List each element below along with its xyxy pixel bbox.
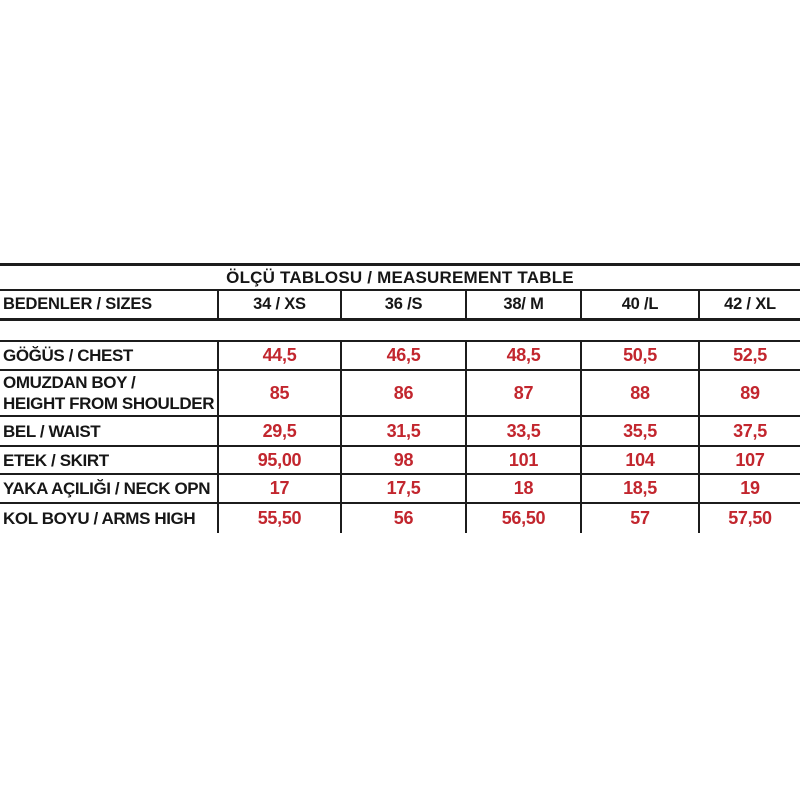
measurement-value: 29,5 [217, 417, 340, 445]
row-label: GÖĞÜS / CHEST [3, 346, 133, 365]
measurement-value: 37,5 [698, 417, 800, 445]
row-label: ETEK / SKIRT [3, 450, 109, 470]
table-title-row: ÖLÇÜ TABLOSU / MEASUREMENT TABLE [0, 266, 800, 291]
measurement-value: 50,5 [580, 342, 698, 369]
sizes-row-label: BEDENLER / SIZES [3, 295, 152, 313]
measurement-value: 57 [580, 504, 698, 533]
row-label: KOL BOYU / ARMS HIGH [3, 509, 196, 528]
row-label: YAKA AÇILIĞI / NECK OPN [3, 479, 211, 498]
measurement-value: 104 [580, 447, 698, 473]
size-column-header-xs: 34 / XS [217, 291, 340, 318]
measurement-value: 18 [465, 475, 580, 502]
measurement-value: 89 [698, 371, 800, 415]
measurement-value: 85 [217, 371, 340, 415]
table-title: ÖLÇÜ TABLOSU / MEASUREMENT TABLE [226, 267, 574, 287]
measurement-row-skirt: ETEK / SKIRT 95,00 98 101 104 107 [0, 447, 800, 475]
measurement-value: 86 [340, 371, 465, 415]
sizes-header-row: BEDENLER / SIZES 34 / XS 36 /S 38/ M 40 … [0, 291, 800, 318]
measurement-value: 17 [217, 475, 340, 502]
row-label-line2: HEIGHT FROM SHOULDER [3, 394, 215, 413]
measurement-row-waist: BEL / WAIST 29,5 31,5 33,5 35,5 37,5 [0, 417, 800, 447]
measurement-value: 33,5 [465, 417, 580, 445]
measurement-value: 98 [340, 447, 465, 473]
measurement-value: 95,00 [217, 447, 340, 473]
measurement-value: 18,5 [580, 475, 698, 502]
measurement-value: 52,5 [698, 342, 800, 369]
measurement-value: 19 [698, 475, 800, 502]
row-label: OMUZDAN BOY / [3, 373, 136, 392]
measurement-value: 88 [580, 371, 698, 415]
size-column-header-s: 36 /S [340, 291, 465, 318]
measurement-value: 107 [698, 447, 800, 473]
measurement-table-body: GÖĞÜS / CHEST 44,5 46,5 48,5 50,5 52,5 O… [0, 340, 800, 533]
size-column-header-l: 40 /L [580, 291, 698, 318]
measurement-value: 56 [340, 504, 465, 533]
measurement-row-neck-opening: YAKA AÇILIĞI / NECK OPN 17 17,5 18 18,5 … [0, 475, 800, 504]
measurement-table-header: ÖLÇÜ TABLOSU / MEASUREMENT TABLE BEDENLE… [0, 263, 800, 321]
size-column-header-xl: 42 / XL [698, 291, 800, 318]
measurement-value: 101 [465, 447, 580, 473]
measurement-value: 35,5 [580, 417, 698, 445]
measurement-row-height-from-shoulder: OMUZDAN BOY / HEIGHT FROM SHOULDER 85 86… [0, 371, 800, 417]
measurement-value: 44,5 [217, 342, 340, 369]
measurement-value: 46,5 [340, 342, 465, 369]
measurement-value: 57,50 [698, 504, 800, 533]
measurement-value: 31,5 [340, 417, 465, 445]
measurement-row-arm-length: KOL BOYU / ARMS HIGH 55,50 56 56,50 57 5… [0, 504, 800, 533]
measurement-value: 17,5 [340, 475, 465, 502]
measurement-value: 87 [465, 371, 580, 415]
measurement-value: 56,50 [465, 504, 580, 533]
measurement-value: 48,5 [465, 342, 580, 369]
measurement-row-chest: GÖĞÜS / CHEST 44,5 46,5 48,5 50,5 52,5 [0, 342, 800, 371]
row-label: BEL / WAIST [3, 421, 101, 441]
size-column-header-m: 38/ M [465, 291, 580, 318]
measurement-value: 55,50 [217, 504, 340, 533]
